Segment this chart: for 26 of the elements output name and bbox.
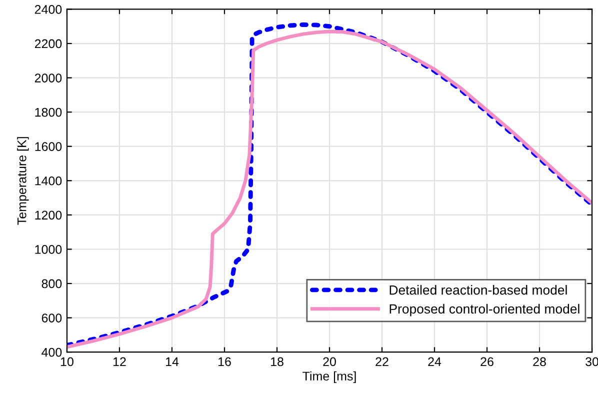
x-tick-label: 14	[166, 357, 179, 366]
y-tick-label: 800	[42, 279, 62, 288]
x-tick-label: 16	[218, 357, 231, 366]
y-tick-label: 1200	[35, 210, 62, 220]
x-tick-label: 30	[586, 357, 598, 366]
y-axis-title: Temperature [K]	[17, 137, 29, 225]
y-tick-label: 1400	[35, 176, 62, 186]
y-tick-label: 2200	[34, 39, 62, 48]
y-tick-label: 2400	[34, 5, 62, 14]
legend-label: Proposed control-oriented model	[390, 304, 580, 316]
y-tick-label: 2000	[34, 74, 62, 82]
x-tick-label: 24	[428, 357, 442, 366]
y-tick-label: 1000	[35, 245, 62, 254]
legend-label: Detailed reaction-based model	[390, 285, 567, 295]
x-tick-label: 12	[113, 357, 126, 366]
x-tick-label: 22	[376, 357, 388, 366]
x-tick-label: 20	[323, 357, 336, 366]
x-tick-label: 10	[60, 357, 74, 366]
x-axis-title: Time [ms]	[302, 371, 356, 384]
y-tick-label: 1600	[35, 142, 62, 152]
y-tick-label: 1800	[35, 108, 62, 117]
x-tick-label: 18	[270, 357, 284, 366]
y-tick-label: 600	[42, 314, 62, 322]
x-tick-label: 26	[480, 357, 494, 366]
y-tick-label: 400	[42, 348, 62, 357]
x-tick-label: 28	[533, 357, 546, 366]
